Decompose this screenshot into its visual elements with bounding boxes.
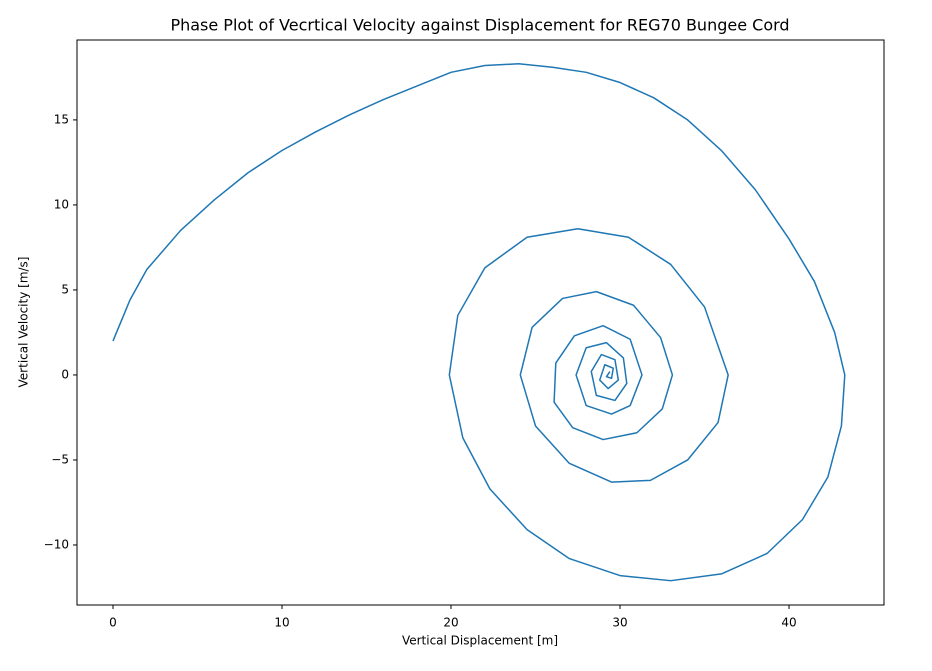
y-tick-label: 10 bbox=[54, 197, 69, 211]
x-tick-label: 0 bbox=[109, 616, 117, 630]
x-tick-label: 40 bbox=[781, 616, 796, 630]
plot-frame bbox=[76, 39, 885, 606]
x-tick-label: 30 bbox=[612, 616, 627, 630]
data-line bbox=[112, 63, 846, 582]
y-axis-label: Vertical Velocity [m/s] bbox=[17, 257, 31, 388]
chart-title: Phase Plot of Vecrtical Velocity against… bbox=[170, 16, 789, 35]
x-axis-label: Vertical Displacement [m] bbox=[402, 634, 558, 648]
x-tick-label: 10 bbox=[274, 616, 289, 630]
y-tick-label: 15 bbox=[54, 112, 69, 126]
y-tick-label: 0 bbox=[61, 367, 69, 381]
y-tick-label: 5 bbox=[61, 282, 69, 296]
y-tick-label: −5 bbox=[51, 452, 69, 466]
x-tick-label: 20 bbox=[443, 616, 458, 630]
y-tick-label: −10 bbox=[44, 537, 69, 551]
